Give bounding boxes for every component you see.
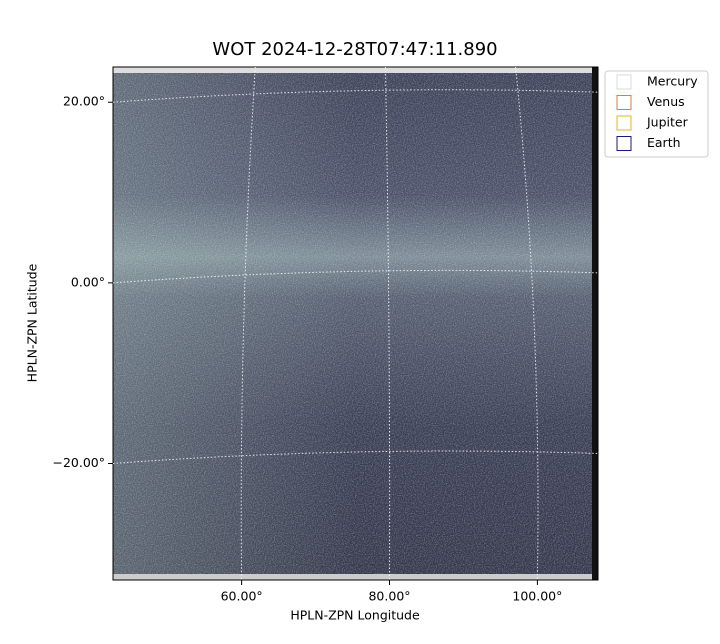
grid-line: [384, 66, 391, 581]
legend-label: Jupiter: [646, 115, 689, 130]
x-tick-label: 80.00°: [368, 589, 410, 604]
legend-marker: [616, 95, 632, 110]
legend-label: Mercury: [647, 74, 698, 89]
legend-label: Earth: [647, 135, 681, 150]
legend-marker: [616, 136, 632, 151]
y-tick-label: 20.00°: [63, 94, 105, 109]
y-tick-label: 0.00°: [71, 274, 105, 289]
grid-line: [112, 269, 599, 284]
x-axis-label: HPLN-ZPN Longitude: [290, 608, 420, 623]
legend-box: [604, 70, 709, 158]
grid-line: [515, 66, 539, 581]
axes-frame: [112, 66, 599, 581]
image: [113, 67, 598, 580]
grid-line: [240, 66, 256, 581]
chart-title: WOT 2024-12-28T07:47:11.890: [212, 39, 497, 60]
legend-marker: [616, 115, 632, 131]
x-tick-label: 100.00°: [512, 589, 562, 604]
x-tick-label: 60.00°: [221, 589, 263, 604]
grid-line: [112, 450, 599, 464]
y-axis-label: HPLN-ZPN Latitude: [25, 263, 40, 382]
y-tick-label: −20.00°: [52, 455, 105, 470]
grid-line: [112, 89, 599, 103]
legend-marker: [616, 74, 632, 90]
legend-label: Venus: [647, 94, 685, 109]
